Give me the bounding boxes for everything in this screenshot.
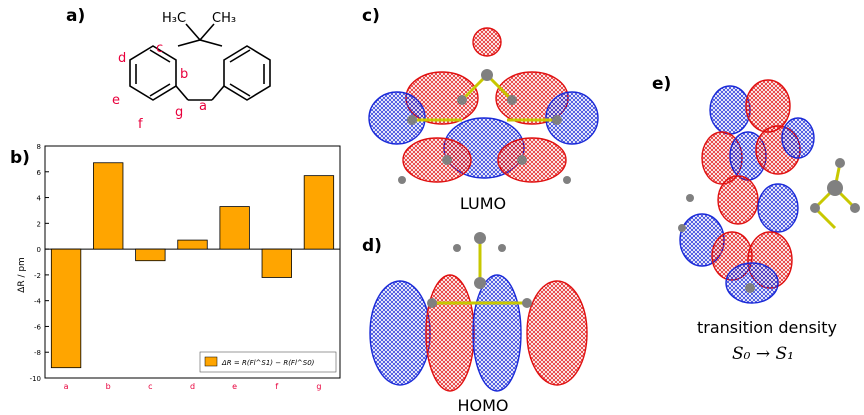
methyl-left-label: H₃C (162, 11, 186, 26)
y-tick-label: -8 (34, 349, 41, 357)
bond-label-d: d (118, 51, 126, 66)
homo-label: HOMO (457, 396, 509, 415)
y-axis-label: ΔR / pm (17, 257, 27, 293)
bond-label-c: c (156, 41, 163, 56)
bar-f (261, 248, 292, 278)
transition-density-label: transition density (697, 318, 837, 337)
y-tick-label: -2 (34, 272, 41, 280)
lumo-orbital (368, 27, 599, 184)
fluorene-structure: H₃C CH₃ a b c d e f g (112, 11, 271, 132)
bar-d (177, 239, 208, 250)
y-tick-label: 8 (37, 143, 41, 151)
bar-g (303, 175, 335, 250)
bar-a (50, 248, 82, 369)
bar-e (219, 206, 250, 250)
plot-frame (44, 145, 341, 379)
bar-b (93, 162, 124, 250)
legend-label: ΔR = R(Fl^S1) − R(Fl^S0) (221, 359, 315, 367)
x-tick-label-c: c (148, 382, 152, 391)
bond-label-f: f (138, 117, 143, 132)
transition-density-orbital (678, 79, 860, 304)
bond-label-a: a (199, 99, 207, 114)
panel-label-b: b) (10, 148, 30, 168)
y-tick-label: 2 (37, 220, 41, 228)
methyl-right-label: CH₃ (212, 11, 236, 26)
transition-notation: S₀ → S₁ (732, 344, 794, 364)
y-tick-label: -6 (34, 323, 42, 331)
legend-box (199, 351, 337, 373)
x-tick-label-b: b (106, 382, 111, 391)
bar-c (135, 248, 166, 262)
homo-orbital (369, 232, 588, 392)
x-tick-label-a: a (64, 382, 69, 391)
bond-label-e: e (112, 93, 120, 108)
lumo-label: LUMO (459, 194, 507, 213)
panel-label-d: d) (362, 236, 382, 256)
panel-label-c: c) (362, 6, 380, 26)
y-tick-label: 4 (37, 195, 42, 203)
panel-label-a: a) (66, 6, 86, 26)
bond-length-change-chart: -10 -8 -6 -4 -2 0 2 4 6 8 a b c d e f g ΔR = R(Fl^S1) − R… (17, 143, 341, 391)
y-tick-label: -10 (30, 375, 41, 383)
x-tick-label-d: d (190, 382, 195, 391)
x-tick-label-g: g (316, 382, 321, 391)
panel-label-e: e) (652, 74, 672, 94)
x-tick-label-e: e (232, 382, 237, 391)
y-tick-label: 0 (37, 246, 41, 254)
bond-label-b: b (180, 67, 188, 82)
y-tick-label: -4 (34, 298, 42, 306)
bond-label-g: g (175, 105, 183, 120)
x-tick-label-f: f (275, 382, 278, 391)
legend-swatch (204, 356, 218, 367)
y-tick-label: 6 (37, 169, 42, 177)
